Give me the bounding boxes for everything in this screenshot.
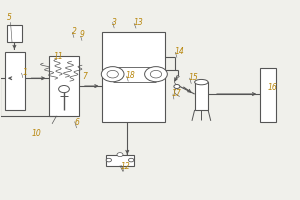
Bar: [106, 155, 134, 166]
Text: 3: 3: [112, 18, 117, 27]
Circle shape: [150, 70, 162, 78]
Text: 17: 17: [172, 89, 182, 98]
Text: 10: 10: [32, 129, 42, 138]
Circle shape: [58, 86, 69, 93]
Circle shape: [145, 67, 167, 82]
Text: 11: 11: [54, 52, 64, 61]
Bar: [260, 68, 276, 122]
Text: 2: 2: [72, 27, 76, 36]
Text: 9: 9: [80, 30, 85, 39]
Bar: [195, 82, 208, 110]
Text: 18: 18: [126, 71, 136, 80]
Bar: [7, 25, 22, 42]
Text: 6: 6: [75, 118, 80, 127]
Circle shape: [101, 67, 124, 82]
Circle shape: [128, 158, 134, 162]
Circle shape: [174, 85, 180, 88]
Text: 1: 1: [22, 68, 27, 77]
Bar: [49, 56, 79, 116]
Bar: [4, 52, 26, 110]
Circle shape: [117, 153, 123, 157]
Text: 15: 15: [189, 73, 199, 82]
Text: 14: 14: [175, 47, 184, 56]
Text: 13: 13: [134, 18, 143, 27]
Ellipse shape: [195, 79, 208, 85]
Bar: [102, 32, 165, 122]
Text: 16: 16: [268, 83, 278, 92]
Text: 5: 5: [7, 13, 12, 22]
Circle shape: [107, 70, 118, 78]
Text: 7: 7: [82, 72, 87, 81]
Text: 12: 12: [121, 162, 130, 171]
Circle shape: [106, 158, 112, 162]
